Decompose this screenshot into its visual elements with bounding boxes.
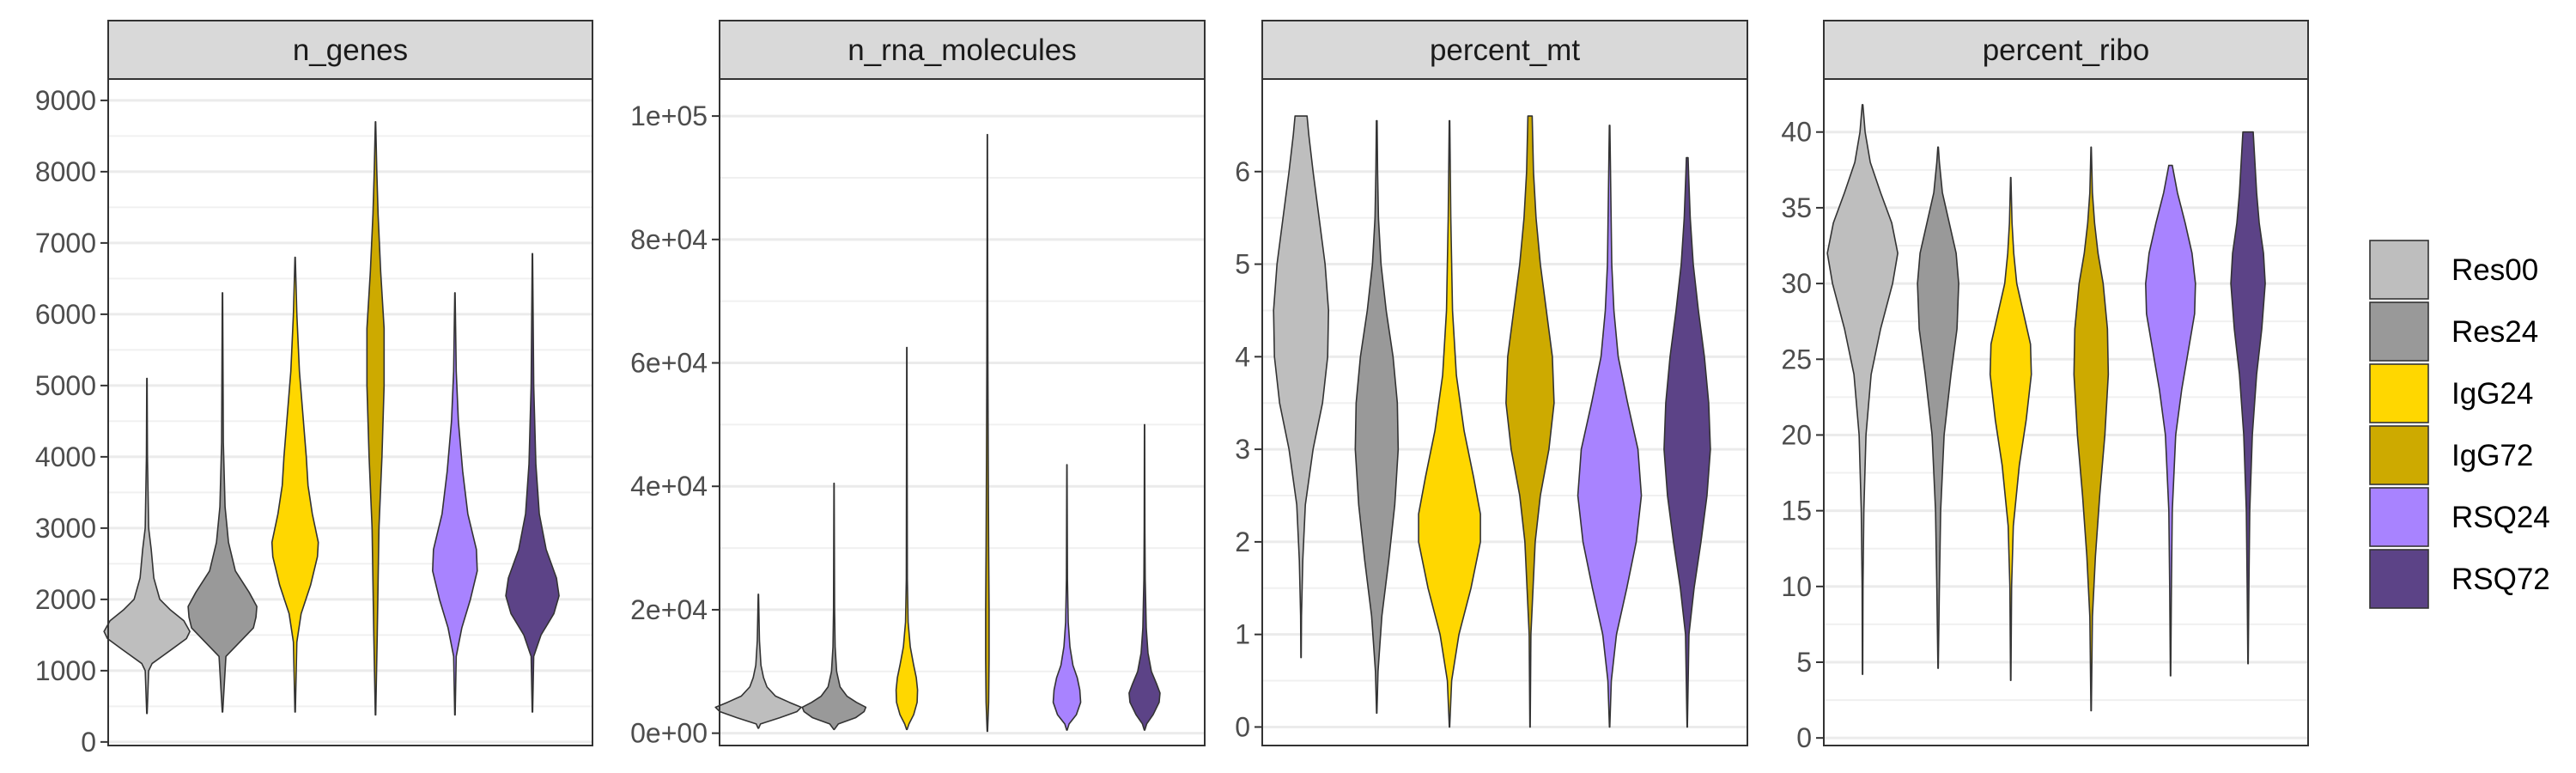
panel-background xyxy=(108,79,592,746)
y-tick-label: 10 xyxy=(1781,571,1812,602)
legend-item-IgG24: IgG24 xyxy=(2369,363,2533,423)
y-tick-label: 0e+00 xyxy=(630,718,708,749)
violin-Res24 xyxy=(801,482,867,731)
facet-strip xyxy=(1261,20,1748,80)
facet-strip-label: percent_mt xyxy=(1430,33,1580,67)
violin-IgG24 xyxy=(1989,176,2032,681)
y-tick-label: 6e+04 xyxy=(630,348,708,379)
facet-strip xyxy=(107,20,593,80)
panel-n_rna_molecules: 0e+00 2e+04 4e+04 6e+04 8e+04 1e+05 n_rna_mole… xyxy=(630,20,1206,749)
y-tick-label: 1e+05 xyxy=(630,100,708,131)
violin-IgG72 xyxy=(366,121,386,716)
legend-label: IgG72 xyxy=(2451,439,2533,472)
violin-Res24 xyxy=(1917,146,1959,669)
panel-percent_mt: 0 1 2 3 4 5 6 percent_mt xyxy=(1235,20,1748,746)
legend-swatch xyxy=(2369,487,2429,547)
y-tick-label: 8e+04 xyxy=(630,224,708,255)
y-tick-label: 9000 xyxy=(35,85,96,116)
violin-RSQ72 xyxy=(1663,156,1711,728)
facet-strip-label: n_rna_molecules xyxy=(848,33,1077,67)
y-tick-label: 2000 xyxy=(35,584,96,615)
y-tick-label: 5 xyxy=(1235,249,1250,280)
facet-strip-label: percent_ribo xyxy=(1983,33,2150,67)
y-tick-label: 4000 xyxy=(35,441,96,472)
legend-item-RSQ72: RSQ72 xyxy=(2369,549,2550,609)
violin-IgG24 xyxy=(895,346,919,731)
y-tick-label: 30 xyxy=(1781,268,1812,299)
y-tick-label: 2 xyxy=(1235,526,1250,557)
violin-Res00 xyxy=(103,377,191,715)
violin-IgG72 xyxy=(985,133,990,733)
legend-swatch xyxy=(2369,363,2429,423)
legend: Res00 Res24 IgG24 IgG72 RSQ24 RSQ72 xyxy=(2369,240,2550,609)
y-tick-label: 20 xyxy=(1781,419,1812,450)
legend-label: Res24 xyxy=(2451,315,2538,349)
y-tick-label: 1000 xyxy=(35,655,96,686)
y-tick-label: 5000 xyxy=(35,370,96,401)
violin-RSQ72 xyxy=(2230,131,2266,665)
panel-percent_ribo: 0 5 10 15 20 25 30 35 40 percent_ribo xyxy=(1781,20,2309,753)
violin-IgG24 xyxy=(1418,119,1481,728)
violin-Res00 xyxy=(1273,115,1329,659)
y-tick-label: 6000 xyxy=(35,299,96,330)
violin-RSQ72 xyxy=(505,253,560,713)
panel-background xyxy=(1824,79,2308,746)
legend-swatch xyxy=(2369,549,2429,609)
legend-label: RSQ24 xyxy=(2451,501,2550,534)
violin-RSQ24 xyxy=(2145,164,2196,677)
violin-Res24 xyxy=(1354,119,1400,715)
legend-swatch xyxy=(2369,425,2429,485)
legend-item-Res24: Res24 xyxy=(2369,301,2538,362)
y-tick-label: 1 xyxy=(1235,619,1250,650)
y-tick-label: 4 xyxy=(1235,341,1250,372)
y-tick-label: 3 xyxy=(1235,434,1250,465)
legend-item-RSQ24: RSQ24 xyxy=(2369,487,2550,547)
panel-n_genes: 0 1000 2000 3000 4000 5000 6000 7000 8000 9000 n_g… xyxy=(35,20,593,758)
y-tick-label: 7000 xyxy=(35,228,96,259)
y-tick-label: 4e+04 xyxy=(630,471,708,502)
legend-label: RSQ72 xyxy=(2451,563,2550,596)
violin-Res24 xyxy=(187,292,258,713)
y-tick-label: 0 xyxy=(1235,711,1250,742)
legend-swatch xyxy=(2369,301,2429,362)
legend-label: IgG24 xyxy=(2451,377,2533,411)
legend-item-IgG72: IgG72 xyxy=(2369,425,2533,485)
violin-IgG24 xyxy=(270,256,319,713)
violin-Res00 xyxy=(1826,104,1899,675)
y-tick-label: 25 xyxy=(1781,344,1812,374)
facet-strip xyxy=(1823,20,2309,80)
violin-IgG72 xyxy=(2073,146,2110,712)
facet-strip-label: n_genes xyxy=(293,33,408,67)
y-tick-label: 15 xyxy=(1781,496,1812,526)
panel-background xyxy=(720,79,1205,746)
violin-RSQ24 xyxy=(1052,464,1082,731)
violin-IgG72 xyxy=(1505,115,1555,728)
y-tick-label: 5 xyxy=(1796,647,1812,678)
legend-swatch xyxy=(2369,240,2429,300)
y-tick-label: 6 xyxy=(1235,156,1250,187)
violin-RSQ72 xyxy=(1128,423,1161,731)
legend-label: Res00 xyxy=(2451,253,2538,287)
panels: 0100020003000400050006000700080009000n_g… xyxy=(35,20,2309,758)
y-tick-label: 3000 xyxy=(35,513,96,544)
y-tick-label: 0 xyxy=(81,727,96,758)
y-tick-label: 35 xyxy=(1781,192,1812,223)
violin-RSQ24 xyxy=(1577,125,1643,728)
facet-strip xyxy=(719,20,1206,80)
violin-RSQ24 xyxy=(432,292,478,716)
y-tick-label: 40 xyxy=(1781,117,1812,148)
y-tick-label: 8000 xyxy=(35,156,96,187)
legend-item-Res00: Res00 xyxy=(2369,240,2538,300)
y-tick-label: 0 xyxy=(1796,722,1812,753)
y-tick-label: 2e+04 xyxy=(630,594,708,625)
